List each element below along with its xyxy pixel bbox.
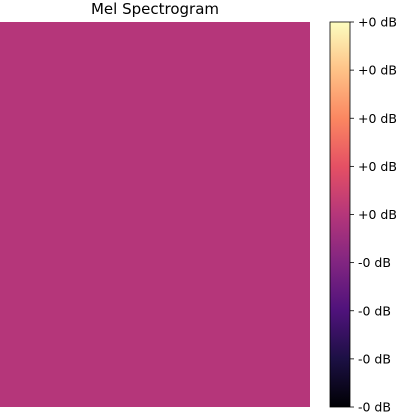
colorbar xyxy=(329,21,351,408)
colorbar-tick-label: -0 dB xyxy=(358,351,391,366)
chart-title: Mel Spectrogram xyxy=(91,0,219,18)
spectrogram-heatmap xyxy=(0,22,310,407)
colorbar-tick-label: +0 dB xyxy=(358,111,397,126)
colorbar-ticks: +0 dB +0 dB +0 dB +0 dB +0 dB -0 dB -0 dB -0 dB… xyxy=(350,15,397,415)
colorbar-tick-label: +0 dB xyxy=(358,63,397,78)
colorbar-tick-label: -0 dB xyxy=(358,400,391,415)
colorbar-tick-label: -0 dB xyxy=(358,303,391,318)
colorbar-tick-label: +0 dB xyxy=(358,159,397,174)
colorbar-tick-label: -0 dB xyxy=(358,255,391,270)
colorbar-tick-label: +0 dB xyxy=(358,207,397,222)
colorbar-tick-label: +0 dB xyxy=(358,15,397,30)
